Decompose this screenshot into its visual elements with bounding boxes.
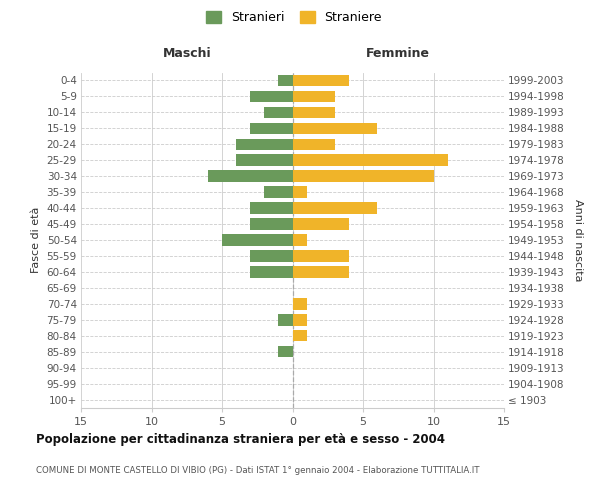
Bar bbox=[250, 202, 293, 214]
Bar bbox=[222, 234, 293, 246]
Text: Femmine: Femmine bbox=[366, 47, 430, 60]
Bar bbox=[236, 154, 293, 166]
Bar bbox=[293, 298, 307, 310]
Bar bbox=[250, 218, 293, 230]
Bar bbox=[293, 170, 433, 182]
Y-axis label: Anni di nascita: Anni di nascita bbox=[573, 198, 583, 281]
Bar bbox=[278, 314, 293, 326]
Bar bbox=[293, 186, 307, 198]
Bar bbox=[293, 234, 307, 246]
Bar bbox=[250, 90, 293, 102]
Text: Popolazione per cittadinanza straniera per età e sesso - 2004: Popolazione per cittadinanza straniera p… bbox=[36, 432, 445, 446]
Bar bbox=[278, 346, 293, 358]
Bar bbox=[265, 186, 293, 198]
Y-axis label: Fasce di età: Fasce di età bbox=[31, 207, 41, 273]
Text: COMUNE DI MONTE CASTELLO DI VIBIO (PG) - Dati ISTAT 1° gennaio 2004 - Elaborazio: COMUNE DI MONTE CASTELLO DI VIBIO (PG) -… bbox=[36, 466, 479, 475]
Bar bbox=[250, 250, 293, 262]
Bar bbox=[293, 218, 349, 230]
Bar bbox=[293, 250, 349, 262]
Text: Maschi: Maschi bbox=[163, 47, 211, 60]
Bar bbox=[278, 74, 293, 86]
Bar bbox=[293, 266, 349, 278]
Bar bbox=[208, 170, 293, 182]
Bar bbox=[265, 106, 293, 118]
Bar bbox=[293, 330, 307, 342]
Bar bbox=[293, 90, 335, 102]
Bar bbox=[250, 266, 293, 278]
Bar bbox=[293, 202, 377, 214]
Bar bbox=[293, 74, 349, 86]
Bar bbox=[250, 122, 293, 134]
Bar bbox=[236, 138, 293, 150]
Bar bbox=[293, 138, 335, 150]
Bar bbox=[293, 106, 335, 118]
Bar bbox=[293, 314, 307, 326]
Legend: Stranieri, Straniere: Stranieri, Straniere bbox=[201, 6, 387, 29]
Bar bbox=[293, 154, 448, 166]
Bar bbox=[293, 122, 377, 134]
